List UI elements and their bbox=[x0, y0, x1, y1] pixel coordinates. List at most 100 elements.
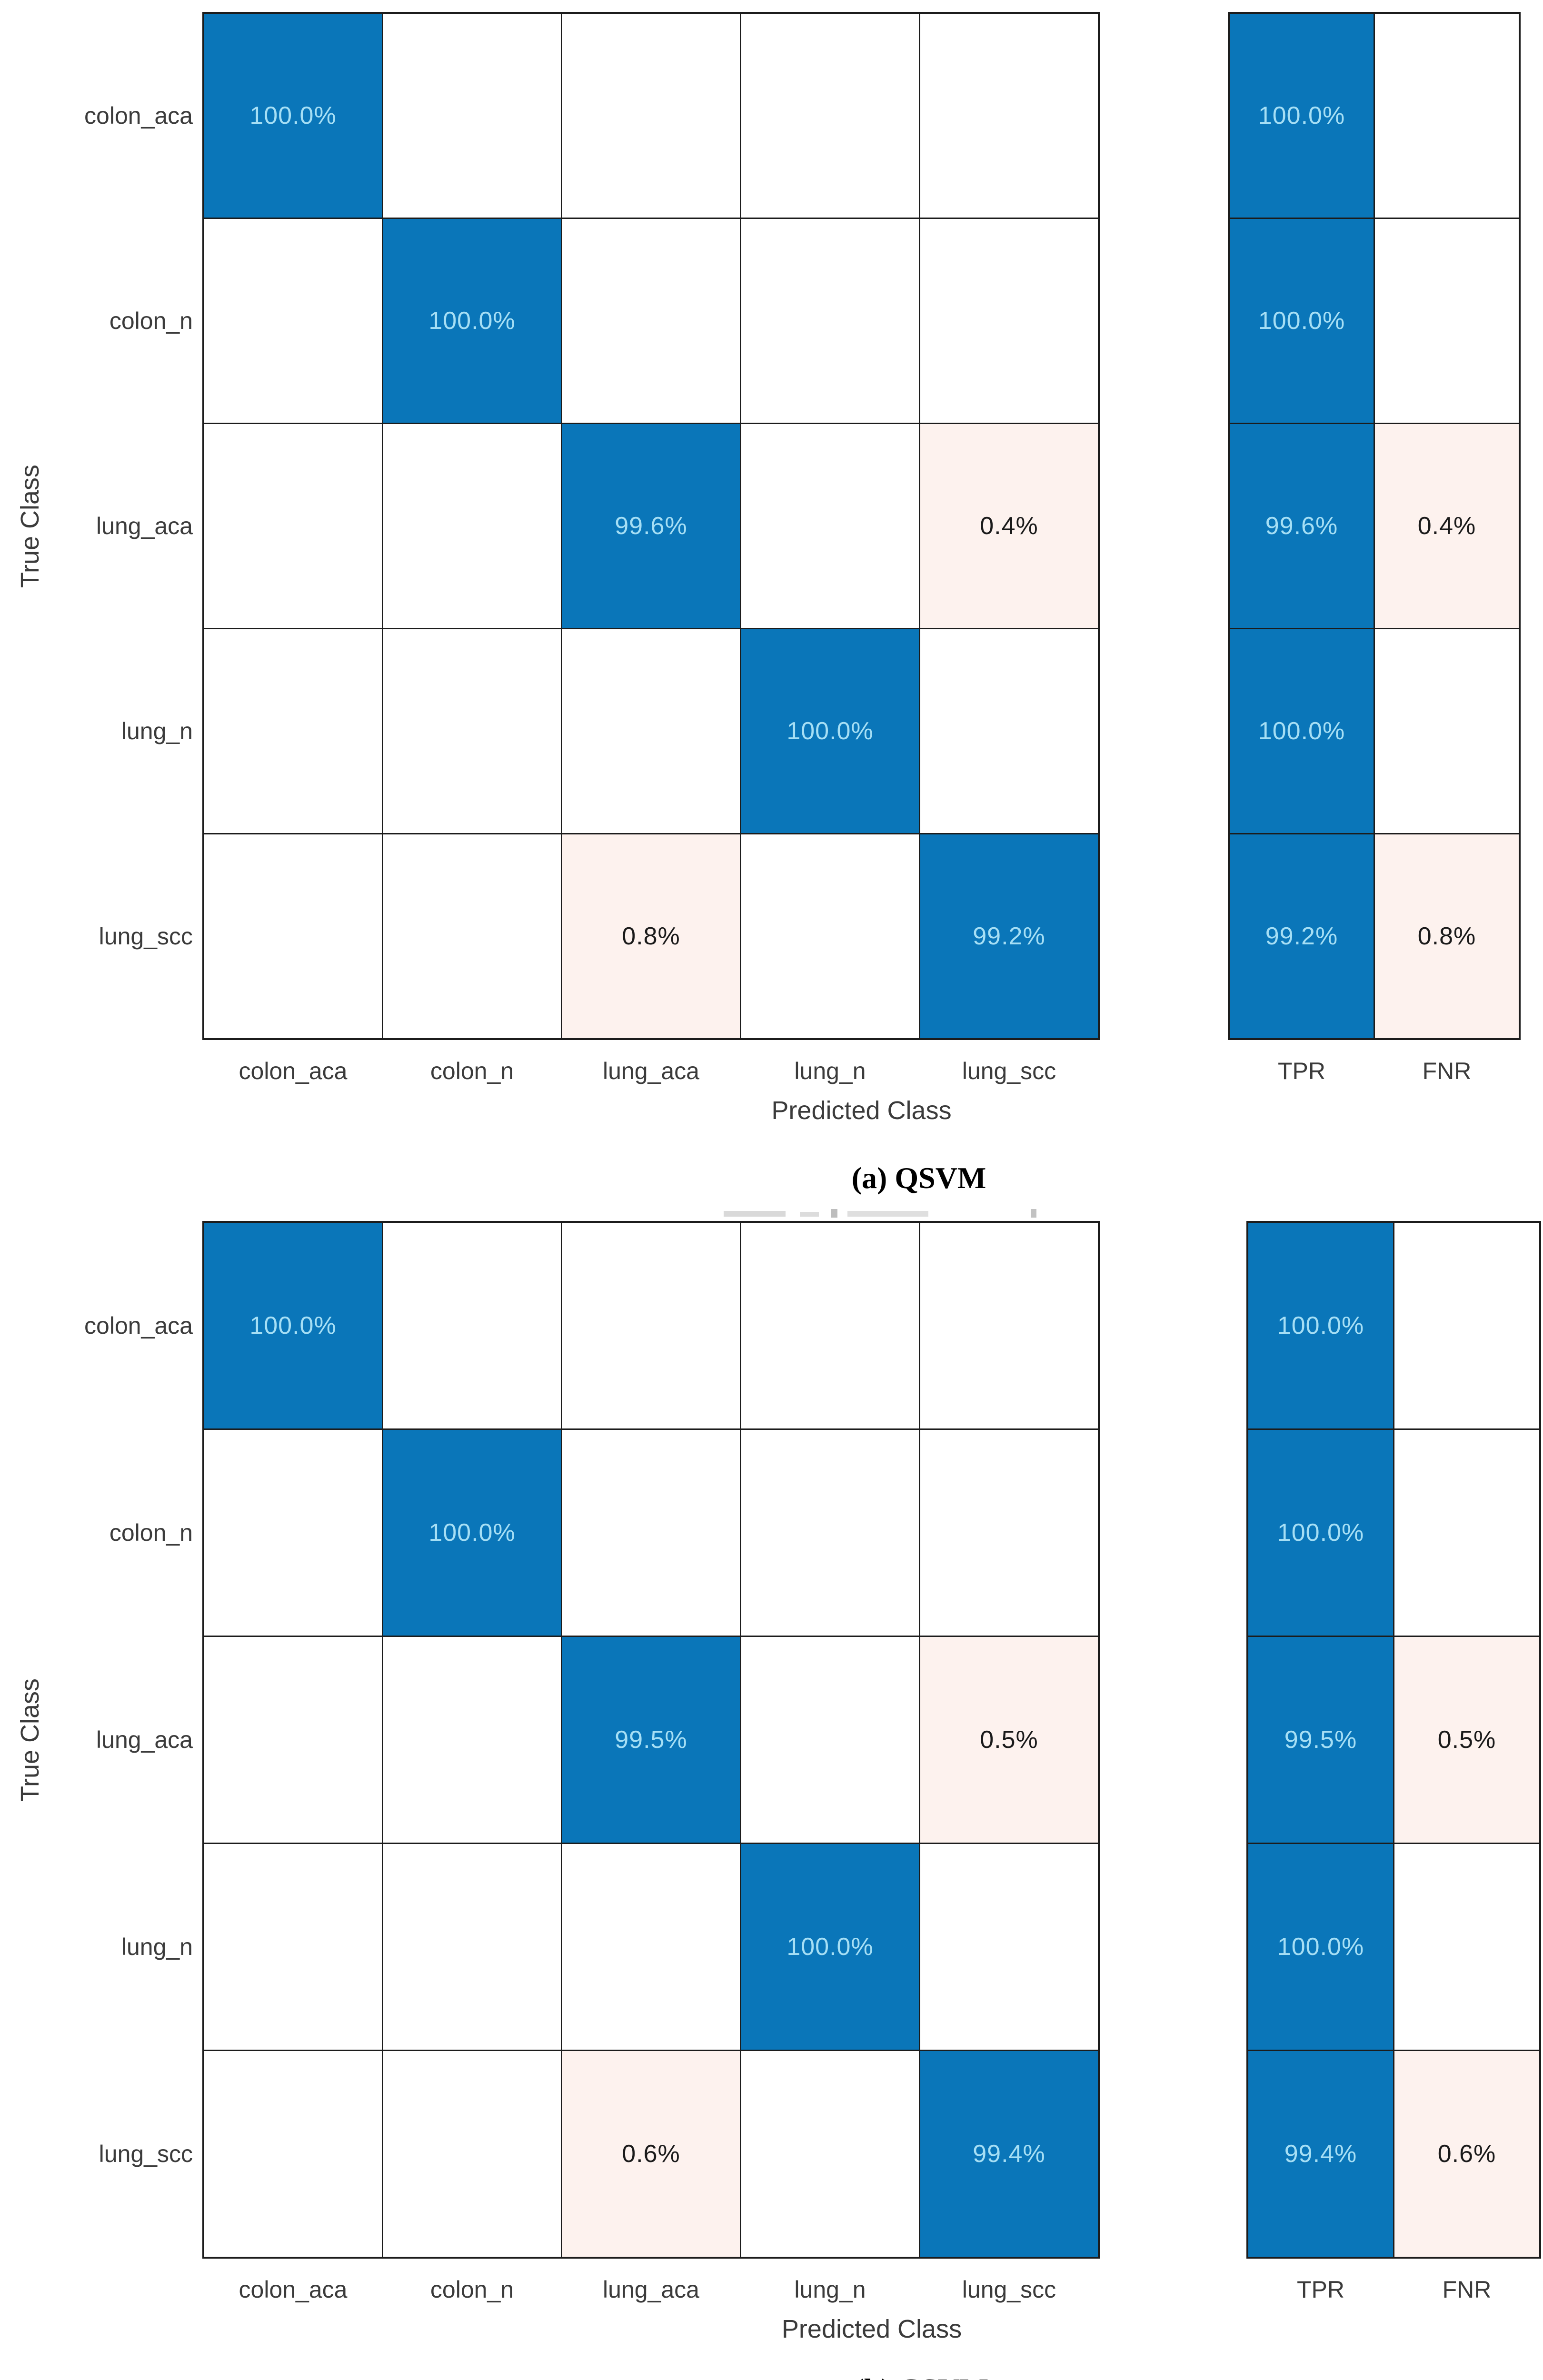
matrix-cell-lung_scc-colon_aca bbox=[204, 2051, 382, 2257]
matrix-cell-colon_n-colon_aca bbox=[204, 1430, 382, 1636]
col-label-lung_scc: lung_scc bbox=[962, 2276, 1056, 2303]
fnr-cell-lung_n bbox=[1394, 1844, 1539, 2050]
matrix-cell-lung_scc-lung_n bbox=[741, 2051, 919, 2257]
matrix-cell-lung_scc-colon_aca bbox=[204, 834, 382, 1038]
row-label-colon_aca: colon_aca bbox=[84, 102, 193, 129]
tpr-cell-colon_aca: 100.0% bbox=[1230, 14, 1374, 218]
col-label-colon_aca: colon_aca bbox=[239, 2276, 348, 2303]
tpr-cell-lung_aca: 99.6% bbox=[1230, 424, 1374, 628]
matrix-cell-colon_aca-lung_aca bbox=[562, 14, 740, 218]
matrix-cell-colon_aca-colon_n bbox=[383, 1223, 561, 1428]
col-label-lung_aca: lung_aca bbox=[603, 1058, 699, 1084]
y-axis-tick-labels: colon_aca colon_n lung_aca lung_n lung_scc bbox=[7, 14, 193, 1038]
col-label-lung_scc: lung_scc bbox=[962, 1058, 1056, 1084]
row-label-lung_n: lung_n bbox=[121, 718, 193, 744]
matrix-cell-lung_scc-lung_scc: 99.2% bbox=[920, 834, 1098, 1038]
subfigure-caption: (a) QSVM bbox=[851, 1161, 986, 1195]
x-axis-title: Predicted Class bbox=[781, 2315, 962, 2343]
matrix-cell-colon_n-colon_n: 100.0% bbox=[383, 1430, 561, 1636]
fnr-cell-lung_scc: 0.8% bbox=[1375, 834, 1519, 1038]
x-axis-tick-labels: colon_aca colon_n lung_aca lung_n lung_scc bbox=[204, 2273, 1098, 2306]
row-label-colon_n: colon_n bbox=[109, 1519, 193, 1546]
fnr-cell-lung_aca: 0.5% bbox=[1394, 1637, 1539, 1843]
matrix-cell-lung_n-colon_n bbox=[383, 629, 561, 833]
col-label-lung_n: lung_n bbox=[794, 2276, 866, 2303]
tpr-cell-colon_aca: 100.0% bbox=[1248, 1223, 1393, 1428]
matrix-cell-lung_scc-lung_aca: 0.8% bbox=[562, 834, 740, 1038]
fnr-cell-lung_scc: 0.6% bbox=[1394, 2051, 1539, 2257]
fnr-cell-colon_aca bbox=[1394, 1223, 1539, 1428]
matrix-cell-colon_aca-lung_scc bbox=[920, 1223, 1098, 1428]
matrix-cell-colon_aca-colon_n bbox=[383, 14, 561, 218]
matrix-cell-lung_aca-lung_scc: 0.5% bbox=[920, 1637, 1098, 1843]
subfigure-caption: (b) CSVM bbox=[854, 2372, 989, 2380]
y-axis-tick-labels: colon_aca colon_n lung_aca lung_n lung_scc bbox=[7, 1223, 193, 2257]
tpr-cell-lung_scc: 99.4% bbox=[1248, 2051, 1393, 2257]
col-label-lung_n: lung_n bbox=[794, 1058, 866, 1084]
matrix-cell-colon_n-lung_scc bbox=[920, 1430, 1098, 1636]
matrix-cell-lung_aca-colon_aca bbox=[204, 1637, 382, 1843]
matrix-cell-lung_n-lung_n: 100.0% bbox=[741, 1844, 919, 2050]
matrix-cell-lung_scc-lung_n bbox=[741, 834, 919, 1038]
matrix-cell-lung_scc-lung_scc: 99.4% bbox=[920, 2051, 1098, 2257]
matrix-cell-lung_aca-colon_n bbox=[383, 424, 561, 628]
matrix-cell-colon_n-colon_aca bbox=[204, 219, 382, 423]
tpr-cell-colon_n: 100.0% bbox=[1248, 1430, 1393, 1636]
tpr-label: TPR bbox=[1297, 2276, 1344, 2303]
row-label-colon_aca: colon_aca bbox=[84, 1312, 193, 1339]
tpr-cell-lung_n: 100.0% bbox=[1230, 629, 1374, 833]
matrix-cell-colon_aca-lung_n bbox=[741, 1223, 919, 1428]
matrix-cell-lung_aca-lung_aca: 99.6% bbox=[562, 424, 740, 628]
matrix-cell-lung_n-colon_n bbox=[383, 1844, 561, 2050]
matrix-cell-lung_scc-colon_n bbox=[383, 834, 561, 1038]
matrix-cell-lung_scc-lung_aca: 0.6% bbox=[562, 2051, 740, 2257]
matrix-cell-lung_n-colon_aca bbox=[204, 1844, 382, 2050]
tpr-fnr-grid: 100.0% 100.0% 99.5% 0.5% 100.0% 99.4% 0.6% bbox=[1246, 1221, 1541, 2259]
matrix-cell-lung_n-lung_scc bbox=[920, 1844, 1098, 2050]
x-axis-title: Predicted Class bbox=[771, 1096, 952, 1125]
clipped-text-artifact bbox=[724, 1209, 1057, 1219]
col-label-lung_aca: lung_aca bbox=[603, 2276, 699, 2303]
matrix-cell-colon_n-lung_n bbox=[741, 219, 919, 423]
row-label-lung_scc: lung_scc bbox=[99, 2141, 193, 2167]
matrix-cell-colon_n-colon_n: 100.0% bbox=[383, 219, 561, 423]
matrix-cell-lung_aca-colon_aca bbox=[204, 424, 382, 628]
row-label-lung_aca: lung_aca bbox=[96, 1726, 193, 1753]
matrix-cell-lung_n-lung_n: 100.0% bbox=[741, 629, 919, 833]
matrix-cell-colon_n-lung_aca bbox=[562, 1430, 740, 1636]
col-label-colon_n: colon_n bbox=[430, 2276, 514, 2303]
fnr-cell-lung_n bbox=[1375, 629, 1519, 833]
fnr-label: FNR bbox=[1422, 1058, 1472, 1084]
matrix-cell-colon_n-lung_aca bbox=[562, 219, 740, 423]
matrix-cell-colon_n-lung_scc bbox=[920, 219, 1098, 423]
matrix-cell-colon_aca-lung_scc bbox=[920, 14, 1098, 218]
fnr-cell-colon_n bbox=[1394, 1430, 1539, 1636]
matrix-cell-lung_n-colon_aca bbox=[204, 629, 382, 833]
matrix-cell-lung_aca-lung_n bbox=[741, 424, 919, 628]
col-label-colon_aca: colon_aca bbox=[239, 1058, 348, 1084]
fnr-cell-lung_aca: 0.4% bbox=[1375, 424, 1519, 628]
matrix-cell-colon_aca-lung_n bbox=[741, 14, 919, 218]
matrix-cell-lung_aca-lung_aca: 99.5% bbox=[562, 1637, 740, 1843]
fnr-label: FNR bbox=[1442, 2276, 1492, 2303]
fnr-cell-colon_n bbox=[1375, 219, 1519, 423]
confusion-matrix-grid: 100.0% 100.0% 99.5% 0.5% 100.0% 0.6% 99.4% bbox=[202, 1221, 1100, 2259]
tpr-cell-lung_n: 100.0% bbox=[1248, 1844, 1393, 2050]
tpr-cell-lung_aca: 99.5% bbox=[1248, 1637, 1393, 1843]
matrix-cell-lung_aca-colon_n bbox=[383, 1637, 561, 1843]
matrix-cell-lung_aca-lung_n bbox=[741, 1637, 919, 1843]
x-axis-tick-labels: colon_aca colon_n lung_aca lung_n lung_scc bbox=[204, 1054, 1098, 1088]
confusion-matrix-grid: 100.0% 100.0% 99.6% 0.4% 100.0% 0.8% 99.2% bbox=[202, 12, 1100, 1040]
summary-column-labels: TPR FNR bbox=[1248, 2273, 1539, 2306]
row-label-lung_aca: lung_aca bbox=[96, 513, 193, 539]
row-label-lung_scc: lung_scc bbox=[99, 923, 193, 950]
row-label-colon_n: colon_n bbox=[109, 307, 193, 334]
tpr-fnr-grid: 100.0% 100.0% 99.6% 0.4% 100.0% 99.2% 0.8% bbox=[1228, 12, 1521, 1040]
matrix-cell-colon_aca-colon_aca: 100.0% bbox=[204, 14, 382, 218]
row-label-lung_n: lung_n bbox=[121, 1934, 193, 1960]
matrix-cell-lung_n-lung_aca bbox=[562, 629, 740, 833]
tpr-cell-colon_n: 100.0% bbox=[1230, 219, 1374, 423]
matrix-cell-colon_aca-lung_aca bbox=[562, 1223, 740, 1428]
matrix-cell-colon_n-lung_n bbox=[741, 1430, 919, 1636]
